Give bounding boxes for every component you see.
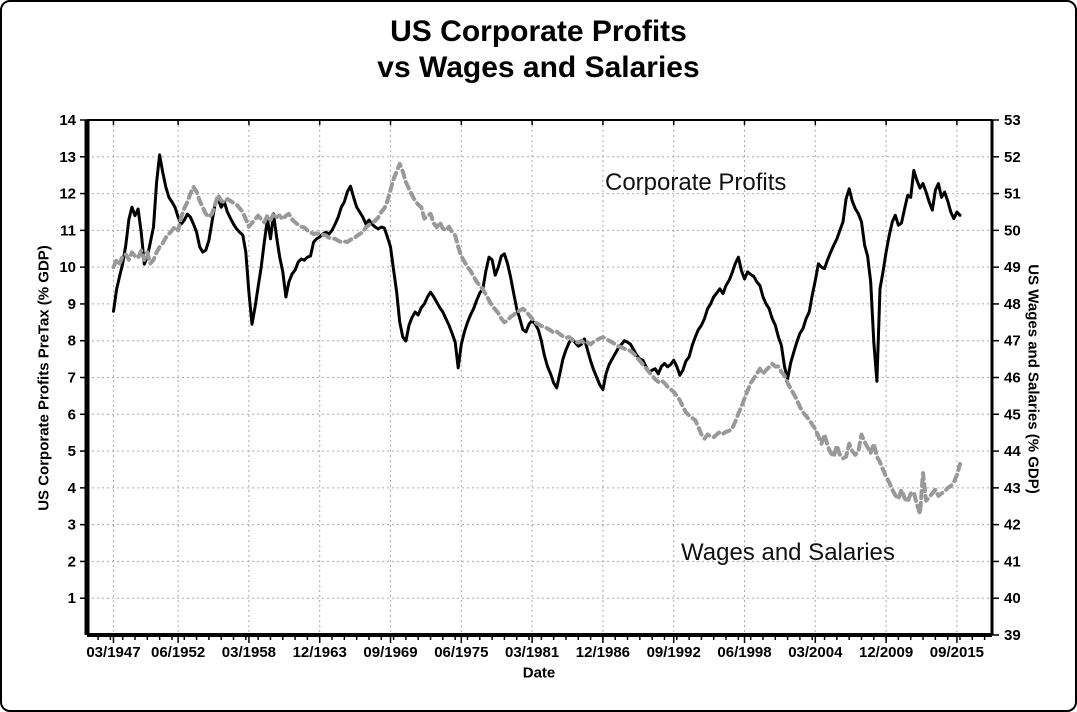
y-tick-label-left: 9 <box>68 296 76 313</box>
y-tick-label-left: 7 <box>68 370 76 387</box>
x-tick-label: 09/1969 <box>363 644 417 661</box>
right-axis-title: US Wages and Salaries (% GDP) <box>1024 264 1042 494</box>
y-tick-label-left: 10 <box>59 259 76 276</box>
y-tick-label-right: 47 <box>1004 333 1021 350</box>
y-tick-label-right: 39 <box>1004 627 1021 644</box>
y-tick-label-right: 41 <box>1004 553 1021 570</box>
y-tick-label-right: 40 <box>1004 590 1021 607</box>
chart-title: US Corporate Profits vs Wages and Salari… <box>2 14 1075 86</box>
x-tick-label: 03/2004 <box>788 644 843 661</box>
series-lines <box>111 153 962 516</box>
series-corporate-profits <box>112 153 962 392</box>
y-tick-label-right: 50 <box>1004 222 1021 239</box>
x-tick-label: 09/2015 <box>930 644 984 661</box>
x-tick-label: 03/1958 <box>222 644 276 661</box>
y-tick-label-left: 2 <box>68 553 76 570</box>
y-tick-label-right: 48 <box>1004 296 1021 313</box>
y-tick-label-right: 44 <box>1004 443 1021 460</box>
x-tick-label: 09/1992 <box>647 644 701 661</box>
y-tick-label-left: 3 <box>68 517 76 534</box>
x-tick-label: 06/1975 <box>434 644 488 661</box>
axis-ticks <box>80 119 999 643</box>
chart-title-line1: US Corporate Profits <box>390 15 687 48</box>
series-wages-and-salaries <box>111 161 962 516</box>
y-tick-label-left: 12 <box>59 186 76 203</box>
x-axis-title: Date <box>522 664 556 682</box>
x-tick-label: 12/1963 <box>293 644 347 661</box>
x-tick-label: 12/2009 <box>859 644 913 661</box>
tick-labels: 1234567891011121314394041424344454647484… <box>59 112 1021 661</box>
y-tick-label-right: 46 <box>1004 370 1021 387</box>
gridlines <box>87 120 992 635</box>
x-tick-label: 12/1986 <box>576 644 630 661</box>
chart-title-line2: vs Wages and Salaries <box>377 51 700 84</box>
y-tick-label-left: 13 <box>59 149 76 166</box>
y-tick-label-right: 49 <box>1004 259 1021 276</box>
x-tick-label: 06/1998 <box>717 644 771 661</box>
y-tick-label-left: 8 <box>68 333 76 350</box>
y-tick-label-right: 53 <box>1004 112 1021 129</box>
x-tick-label: 03/1947 <box>86 644 140 661</box>
x-tick-label: 06/1952 <box>151 644 205 661</box>
y-tick-label-left: 4 <box>68 480 77 497</box>
x-tick-label: 03/1981 <box>505 644 559 661</box>
y-tick-label-left: 11 <box>60 222 76 239</box>
y-tick-label-left: 6 <box>68 406 76 423</box>
y-tick-label-right: 42 <box>1004 517 1021 534</box>
y-tick-label-left: 5 <box>68 443 76 460</box>
y-tick-label-left: 1 <box>68 590 76 607</box>
y-tick-label-right: 52 <box>1004 149 1021 166</box>
wages-series-label: Wages and Salaries <box>681 539 895 566</box>
y-tick-label-right: 45 <box>1004 406 1021 423</box>
profits-series-label: Corporate Profits <box>605 169 787 196</box>
y-tick-label-left: 14 <box>59 112 76 129</box>
y-tick-label-right: 43 <box>1004 480 1021 497</box>
y-tick-label-right: 51 <box>1004 186 1021 203</box>
left-axis-title: US Corporate Profits PreTax (% GDP) <box>35 245 53 511</box>
